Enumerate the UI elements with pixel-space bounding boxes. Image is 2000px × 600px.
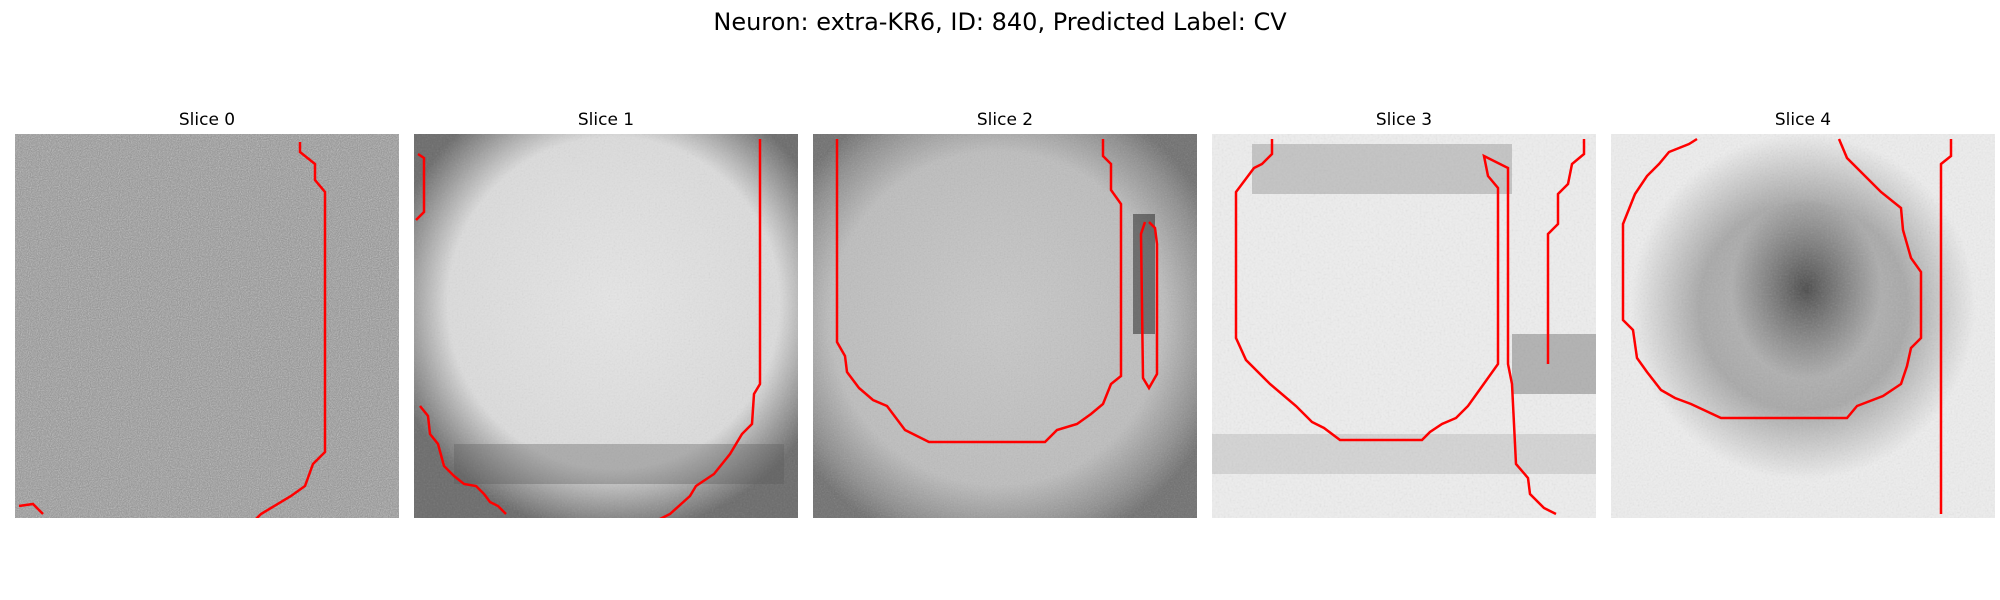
slice-image bbox=[414, 134, 798, 518]
slice-title: Slice 1 bbox=[577, 110, 635, 130]
slice-image bbox=[813, 134, 1197, 518]
contour-line bbox=[18, 502, 44, 515]
contour-line bbox=[659, 139, 762, 518]
slice-image bbox=[1611, 134, 1995, 518]
slice-title: Slice 0 bbox=[178, 110, 236, 130]
slice-image bbox=[1212, 134, 1596, 518]
slice-panel-4: Slice 4 bbox=[1611, 108, 1995, 521]
slice-image bbox=[15, 134, 399, 518]
slice-panel-3: Slice 3 bbox=[1212, 108, 1596, 521]
contour-line bbox=[1139, 221, 1159, 391]
slice-title: Slice 3 bbox=[1375, 110, 1433, 130]
figure-title: Neuron: extra-KR6, ID: 840, Predicted La… bbox=[713, 8, 1287, 36]
slice-panel-0: Slice 0 bbox=[15, 108, 399, 521]
contour-line bbox=[1939, 139, 1953, 514]
contour-line bbox=[1234, 139, 1557, 516]
slice-panel-2: Slice 2 bbox=[813, 108, 1197, 521]
contour-line bbox=[1621, 137, 1923, 420]
contour-line bbox=[1546, 139, 1586, 364]
slice-title: Slice 4 bbox=[1774, 110, 1832, 130]
contour-line bbox=[835, 139, 1123, 444]
slice-title: Slice 2 bbox=[976, 110, 1034, 130]
contour-line bbox=[415, 152, 426, 221]
contour-line bbox=[255, 142, 327, 518]
contour-line bbox=[419, 405, 507, 515]
slice-panel-1: Slice 1 bbox=[414, 108, 798, 521]
